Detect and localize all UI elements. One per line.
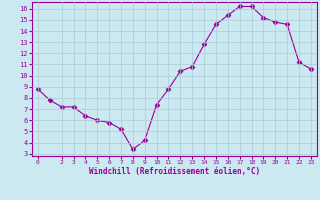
X-axis label: Windchill (Refroidissement éolien,°C): Windchill (Refroidissement éolien,°C)	[89, 167, 260, 176]
